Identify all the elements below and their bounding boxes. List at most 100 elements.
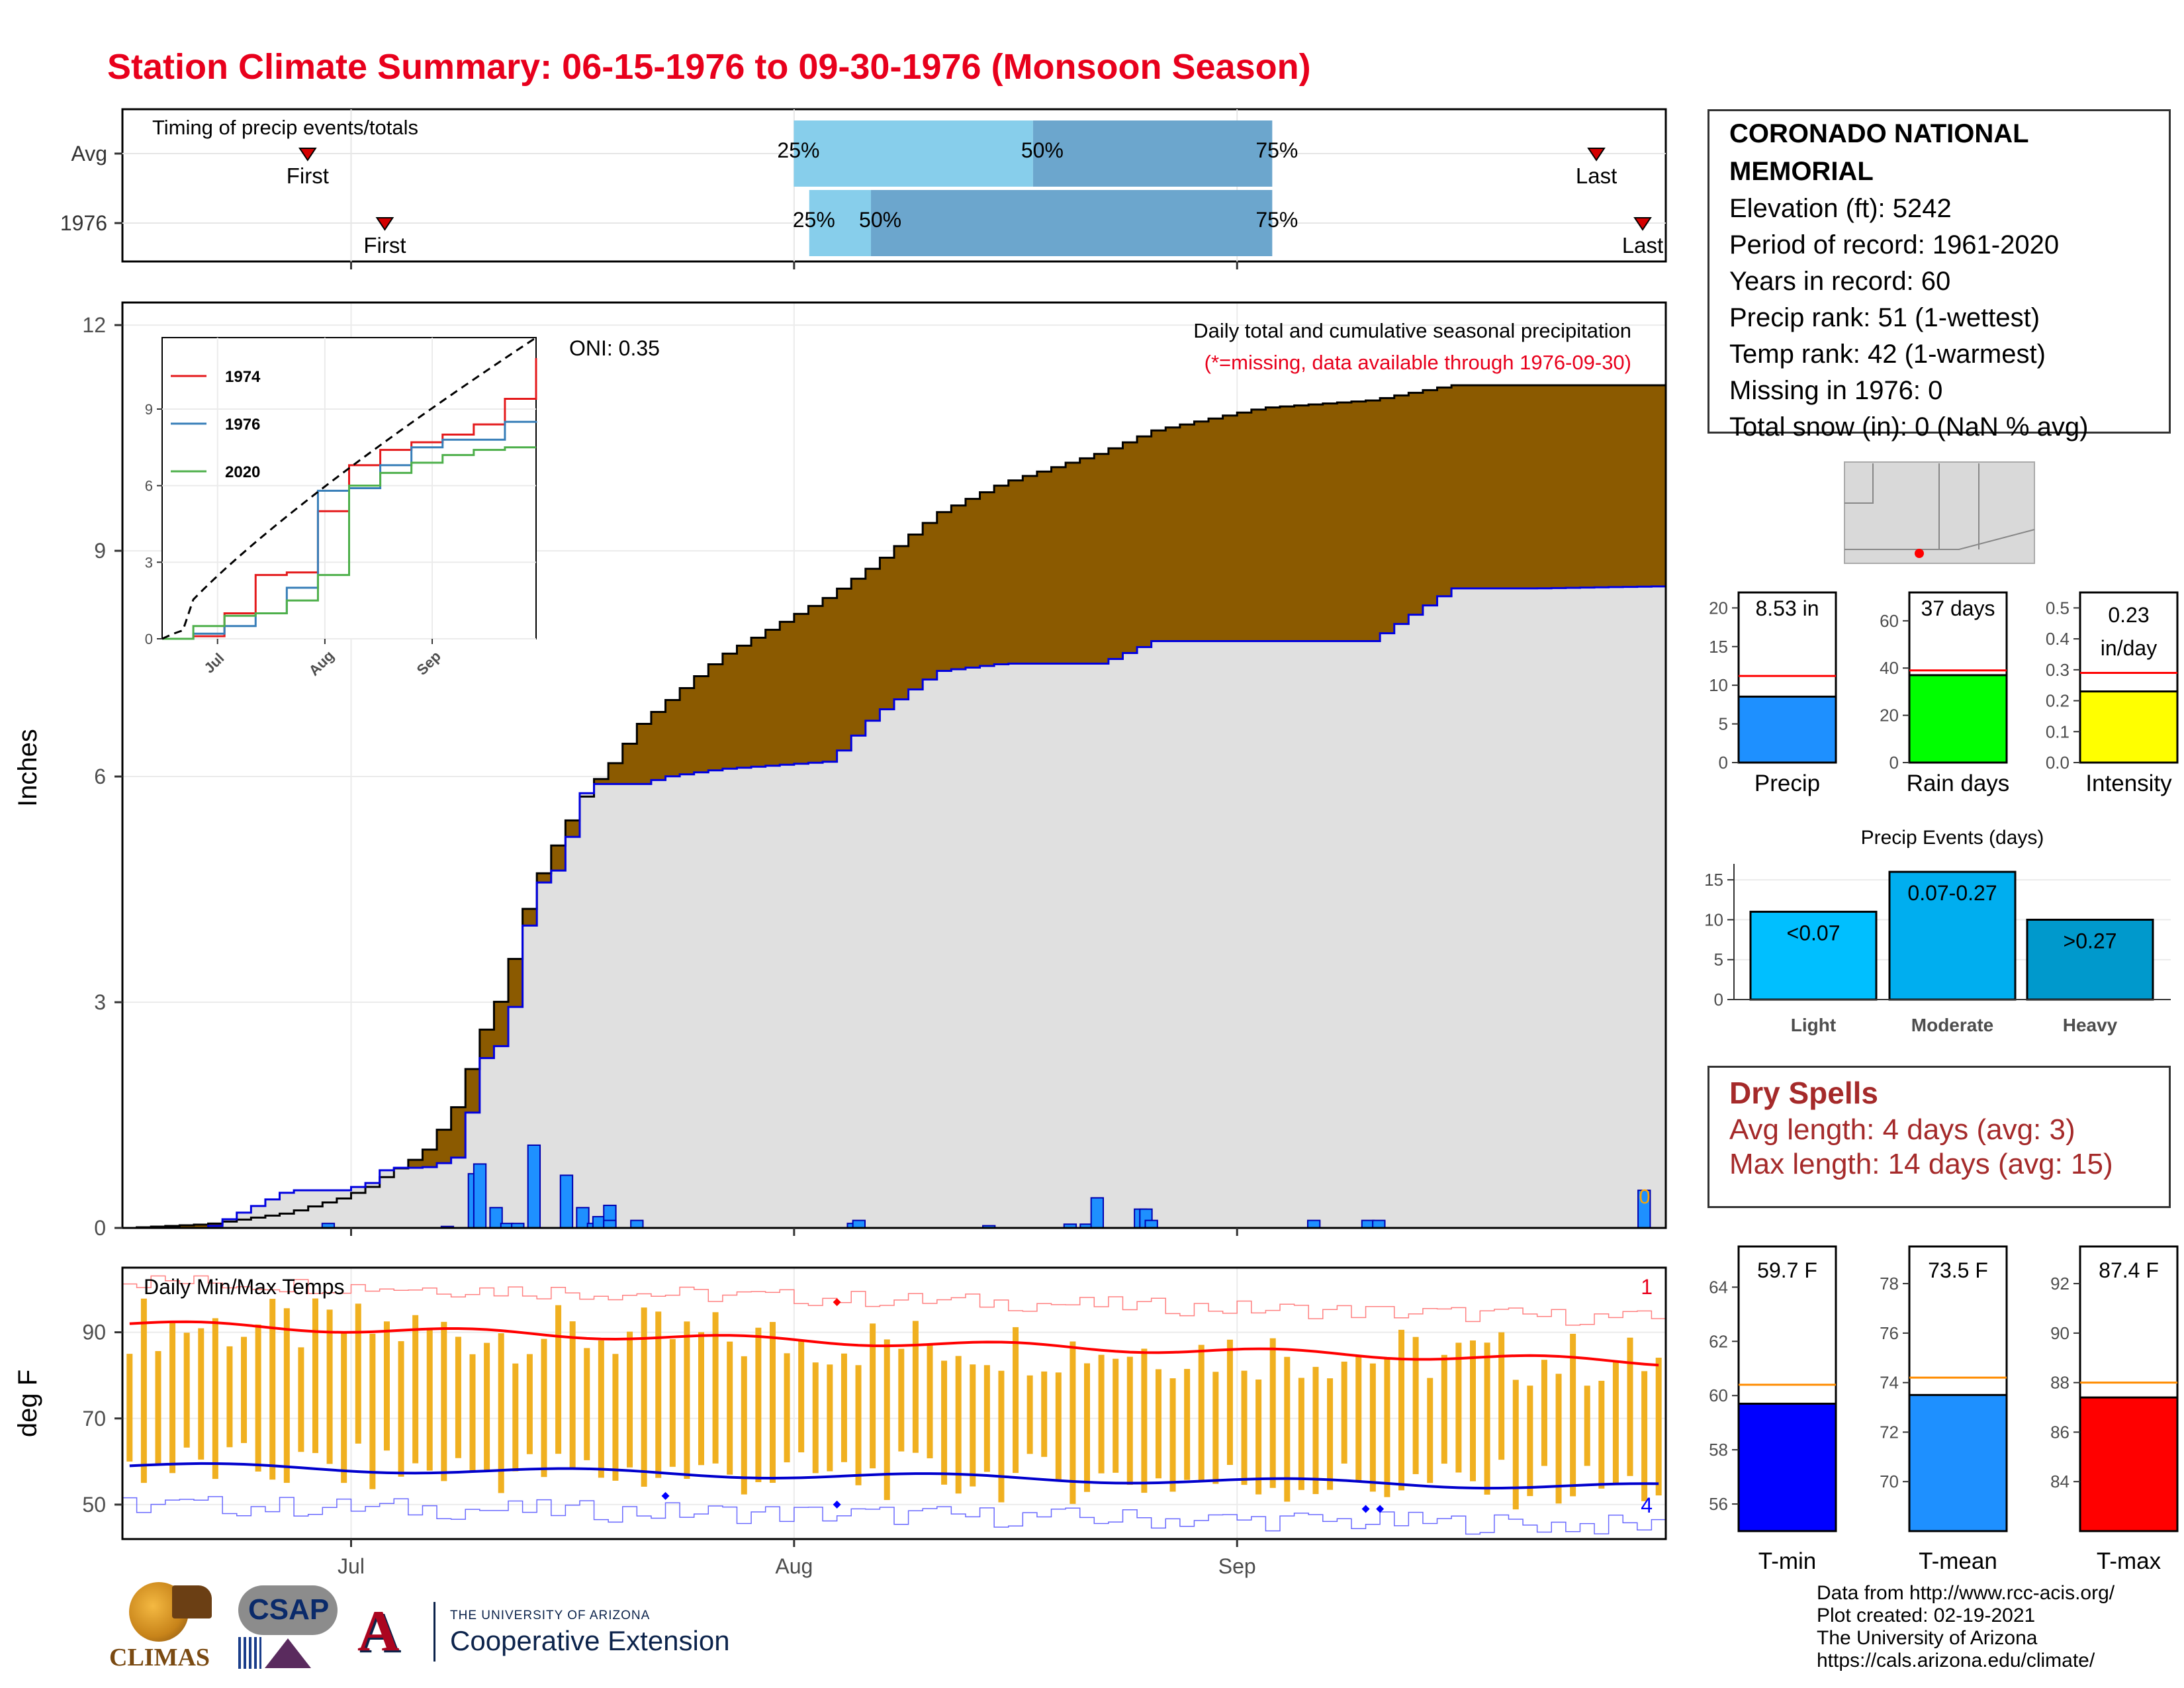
daily-temp-range-bar bbox=[269, 1299, 276, 1480]
daily-temp-range-bar bbox=[1098, 1354, 1105, 1474]
inset-legend-label: 1974 bbox=[225, 368, 261, 386]
daily-temp-range-bar bbox=[1584, 1385, 1590, 1466]
daily-temp-range-bar bbox=[1612, 1361, 1619, 1483]
daily-temp-range-bar bbox=[412, 1315, 419, 1464]
mini-bar-label: Rain days bbox=[1907, 771, 2010, 796]
record-low-line bbox=[122, 1496, 1666, 1535]
daily-temp-range-bar bbox=[1369, 1363, 1376, 1492]
daily-temp-range-bar bbox=[584, 1348, 590, 1460]
timing-first-label: First bbox=[287, 164, 329, 188]
daily-temp-range-bar bbox=[669, 1338, 676, 1467]
daily-temp-range-bar bbox=[455, 1336, 461, 1458]
timing-p75-label: 75% bbox=[1255, 138, 1298, 162]
temp-x-tick-label: Sep bbox=[1218, 1554, 1256, 1578]
mini-bar-value-label: in/day bbox=[2101, 636, 2157, 660]
dry-spells-max: Max length: 14 days (avg: 15) bbox=[1729, 1148, 2113, 1180]
inset-y-tick-label: 0 bbox=[145, 631, 153, 647]
daily-precip-bar bbox=[603, 1219, 617, 1229]
mini-bar-value-label: 0.23 bbox=[2108, 603, 2149, 627]
footer-line: The University of Arizona bbox=[1817, 1627, 2038, 1649]
daily-temp-range-bar bbox=[1498, 1332, 1505, 1460]
daily-temp-range-bar bbox=[1441, 1354, 1447, 1464]
daily-temp-range-bar bbox=[1655, 1358, 1662, 1496]
record-high-marker bbox=[833, 1298, 841, 1307]
temp-bar-tick-label: 70 bbox=[1880, 1472, 1899, 1491]
mini-bar-tick-label: 0.0 bbox=[2046, 753, 2070, 773]
ua-small-text: THE UNIVERSITY OF ARIZONA bbox=[450, 1609, 651, 1622]
csap-logo-mountain bbox=[265, 1638, 311, 1668]
missing-note: (*=missing, data available through 1976-… bbox=[1205, 351, 1631, 374]
oni-label: ONI: 0.35 bbox=[569, 336, 660, 360]
temp-y-tick-label: 90 bbox=[82, 1321, 106, 1344]
daily-temp-range-bar bbox=[627, 1331, 633, 1468]
daily-temp-range-bar bbox=[784, 1353, 790, 1463]
daily-temp-range-bar bbox=[426, 1327, 433, 1471]
main-y-tick-label: 6 bbox=[94, 765, 106, 788]
inset-series-line bbox=[162, 446, 536, 640]
daily-temp-range-bar bbox=[569, 1321, 576, 1470]
daily-temp-range-bar bbox=[912, 1321, 919, 1453]
timing-bar-upper bbox=[871, 190, 1273, 256]
mini-bar-tick-label: 0.3 bbox=[2046, 660, 2070, 680]
events-tick-label: 0 bbox=[1714, 990, 1723, 1009]
daily-temp-range-bar bbox=[727, 1341, 733, 1475]
daily-temp-range-bar bbox=[769, 1322, 776, 1483]
daily-temp-range-bar bbox=[1155, 1369, 1161, 1479]
csap-logo-bars bbox=[238, 1637, 261, 1669]
daily-temp-range-bar bbox=[898, 1348, 905, 1452]
station-info-box: CORONADO NATIONAL MEMORIAL Elevation (ft… bbox=[1707, 109, 2171, 442]
temp-bar-label: T-max bbox=[2097, 1548, 2161, 1574]
mini-bar-tick-label: 0.5 bbox=[2046, 598, 2070, 618]
record-low-marker bbox=[1361, 1505, 1370, 1513]
footer-line: https://cals.arizona.edu/climate/ bbox=[1817, 1650, 2095, 1671]
mini-bar-tick-label: 5 bbox=[1719, 714, 1728, 734]
daily-temp-range-bar bbox=[183, 1333, 190, 1448]
mini-bar-label: Intensity bbox=[2085, 771, 2172, 796]
daily-temp-range-bar bbox=[1412, 1336, 1419, 1474]
temp-bar-tick-label: 64 bbox=[1709, 1277, 1728, 1297]
events-tick-label: 5 bbox=[1714, 950, 1723, 970]
daily-temp-range-bar bbox=[983, 1365, 990, 1472]
csap-logo-text: CSAP bbox=[248, 1593, 330, 1626]
daily-temp-range-bar bbox=[441, 1321, 447, 1481]
station-line: Elevation (ft): 5242 bbox=[1729, 194, 1952, 223]
page-title: Station Climate Summary: 06-15-1976 to 0… bbox=[107, 47, 1311, 87]
temp-panel-bg bbox=[122, 1268, 1666, 1539]
ua-logo-a: A bbox=[357, 1599, 400, 1664]
daily-temp-range-bar bbox=[498, 1333, 504, 1493]
timing-bar-lower bbox=[809, 190, 872, 256]
daily-temp-range-bar bbox=[226, 1346, 233, 1448]
daily-temp-range-bar bbox=[1041, 1371, 1048, 1457]
daily-temp-range-bar bbox=[212, 1318, 218, 1479]
daily-temp-range-bar bbox=[1226, 1339, 1233, 1466]
temp-bar-tick-label: 86 bbox=[2050, 1422, 2070, 1442]
events-tick-label: 10 bbox=[1704, 910, 1723, 929]
timing-p50-label: 50% bbox=[1021, 138, 1064, 162]
ua-logo: A bbox=[357, 1602, 417, 1662]
daily-temp-range-bar bbox=[927, 1345, 933, 1459]
mini-bar-tick-label: 0.1 bbox=[2046, 722, 2070, 741]
station-line: Precip rank: 51 (1-wettest) bbox=[1729, 303, 2040, 332]
temp-bar-tick-label: 90 bbox=[2050, 1323, 2070, 1343]
main-y-tick-label: 0 bbox=[94, 1216, 106, 1240]
locator-map-borders bbox=[1844, 463, 2035, 550]
daily-temp-range-bar bbox=[126, 1354, 133, 1462]
temp-bar-tick-label: 92 bbox=[2050, 1274, 2070, 1293]
daily-precip-bar bbox=[473, 1163, 487, 1229]
daily-temp-range-bar bbox=[955, 1356, 962, 1494]
main-y-tick-label: 9 bbox=[94, 539, 106, 563]
timing-bar-upper bbox=[1032, 120, 1273, 187]
inset-average-line bbox=[161, 336, 537, 640]
events-title: Precip Events (days) bbox=[1861, 827, 2044, 849]
dry-spells-avg: Avg length: 4 days (avg: 3) bbox=[1729, 1113, 2075, 1146]
daily-temp-range-bar bbox=[1541, 1360, 1547, 1466]
daily-temp-range-bar bbox=[369, 1333, 376, 1489]
mini-bar-tick-label: 0.4 bbox=[2046, 629, 2070, 649]
daily-temp-range-bar bbox=[941, 1360, 948, 1485]
ua-divider bbox=[433, 1602, 435, 1662]
daily-temp-range-bar bbox=[1341, 1361, 1347, 1464]
daily-temp-range-bar bbox=[1212, 1372, 1219, 1484]
daily-temp-range-bar bbox=[1470, 1340, 1476, 1481]
daily-temp-range-bar bbox=[1055, 1372, 1062, 1479]
daily-temp-range-bar bbox=[884, 1339, 890, 1501]
